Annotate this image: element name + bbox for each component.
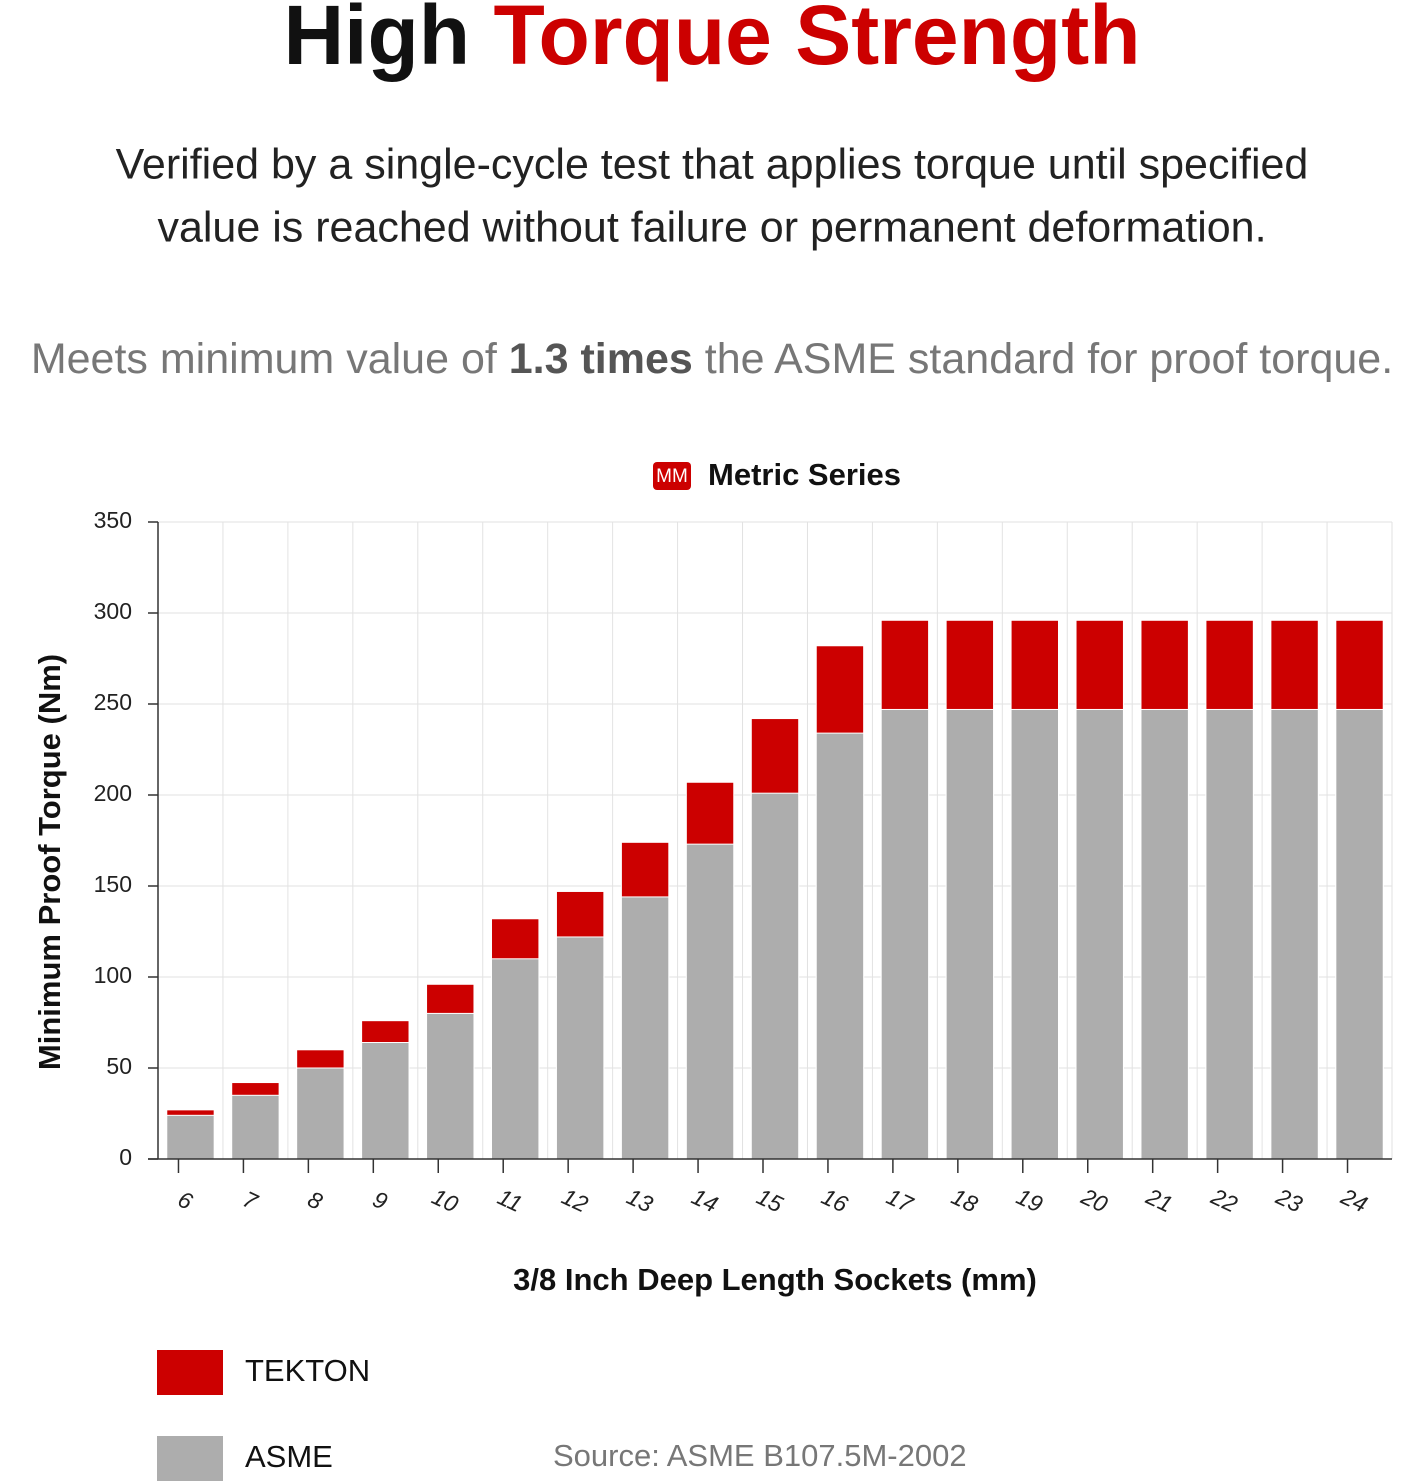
description-line: Verified by a single-cycle test that app… <box>116 140 1309 188</box>
x-tick-label: 17 <box>883 1183 918 1218</box>
x-tick-label: 16 <box>818 1183 852 1217</box>
x-tick-label: 6 <box>174 1186 197 1215</box>
y-tick-label: 50 <box>106 1053 132 1079</box>
bar <box>166 1114 215 1160</box>
legend-label: ASME <box>245 1439 333 1474</box>
bar <box>815 732 865 1160</box>
bar <box>1075 708 1124 1160</box>
bar <box>685 843 735 1160</box>
bar <box>231 1094 280 1160</box>
y-axis-label: Minimum Proof Torque (Nm) <box>32 654 67 1070</box>
bar <box>361 1042 410 1160</box>
x-tick-label: 15 <box>753 1183 787 1217</box>
bar <box>750 792 800 1160</box>
x-tick-label: 23 <box>1271 1183 1306 1218</box>
x-axis-label: 3/8 Inch Deep Length Sockets (mm) <box>513 1262 1037 1297</box>
x-tick-label: 24 <box>1336 1183 1371 1218</box>
x-tick-label: 12 <box>558 1183 592 1217</box>
bar <box>1205 708 1254 1160</box>
source: Source: ASME B107.5M-2002 <box>553 1438 967 1473</box>
y-tick-label: 300 <box>94 598 132 624</box>
x-tick-label: 11 <box>494 1183 527 1217</box>
y-tick-label: 350 <box>94 507 132 533</box>
claim-part: Meets minimum value of <box>31 335 509 383</box>
y-tick-label: 250 <box>94 689 132 715</box>
bar <box>620 896 670 1160</box>
badge-text: MM <box>656 466 688 487</box>
title-part: High <box>283 0 493 82</box>
x-tick-label: 10 <box>428 1183 462 1217</box>
y-tick-label: 150 <box>94 871 132 897</box>
bar <box>1335 708 1384 1160</box>
x-tick-label: 13 <box>623 1183 657 1217</box>
title-part: Torque Strength <box>493 0 1140 82</box>
bar <box>1140 708 1189 1160</box>
claim-part: 1.3 times <box>509 335 693 383</box>
claim-part: the ASME standard for proof torque. <box>693 335 1393 383</box>
x-tick-label: 21 <box>1141 1183 1176 1218</box>
y-tick-label: 100 <box>94 962 132 988</box>
bar <box>1270 708 1319 1160</box>
bar <box>880 708 930 1160</box>
bar <box>555 936 605 1160</box>
legend-swatch <box>157 1350 223 1395</box>
x-tick-label: 14 <box>688 1183 722 1217</box>
claim: Meets minimum value of 1.3 times the ASM… <box>31 335 1393 383</box>
legend-label: TEKTON <box>245 1353 370 1388</box>
x-tick-label: 18 <box>948 1183 982 1217</box>
y-tick-label: 0 <box>119 1144 132 1170</box>
x-tick-label: 9 <box>369 1186 392 1215</box>
bar <box>491 958 540 1160</box>
badge <box>653 462 691 490</box>
legend-swatch <box>157 1436 223 1481</box>
x-tick-label: 22 <box>1206 1183 1241 1218</box>
page-title: High Torque Strength <box>283 0 1140 82</box>
chart-title: Metric Series <box>708 457 901 492</box>
bar <box>1010 708 1059 1160</box>
x-tick-label: 8 <box>304 1186 327 1215</box>
x-tick-label: 19 <box>1013 1183 1047 1217</box>
bar <box>296 1067 345 1160</box>
description-line: value is reached without failure or perm… <box>157 203 1266 251</box>
x-tick-label: 20 <box>1077 1183 1112 1218</box>
x-tick-label: 7 <box>239 1186 263 1215</box>
bar <box>426 1012 475 1160</box>
y-tick-label: 200 <box>94 780 132 806</box>
bar <box>945 708 995 1160</box>
